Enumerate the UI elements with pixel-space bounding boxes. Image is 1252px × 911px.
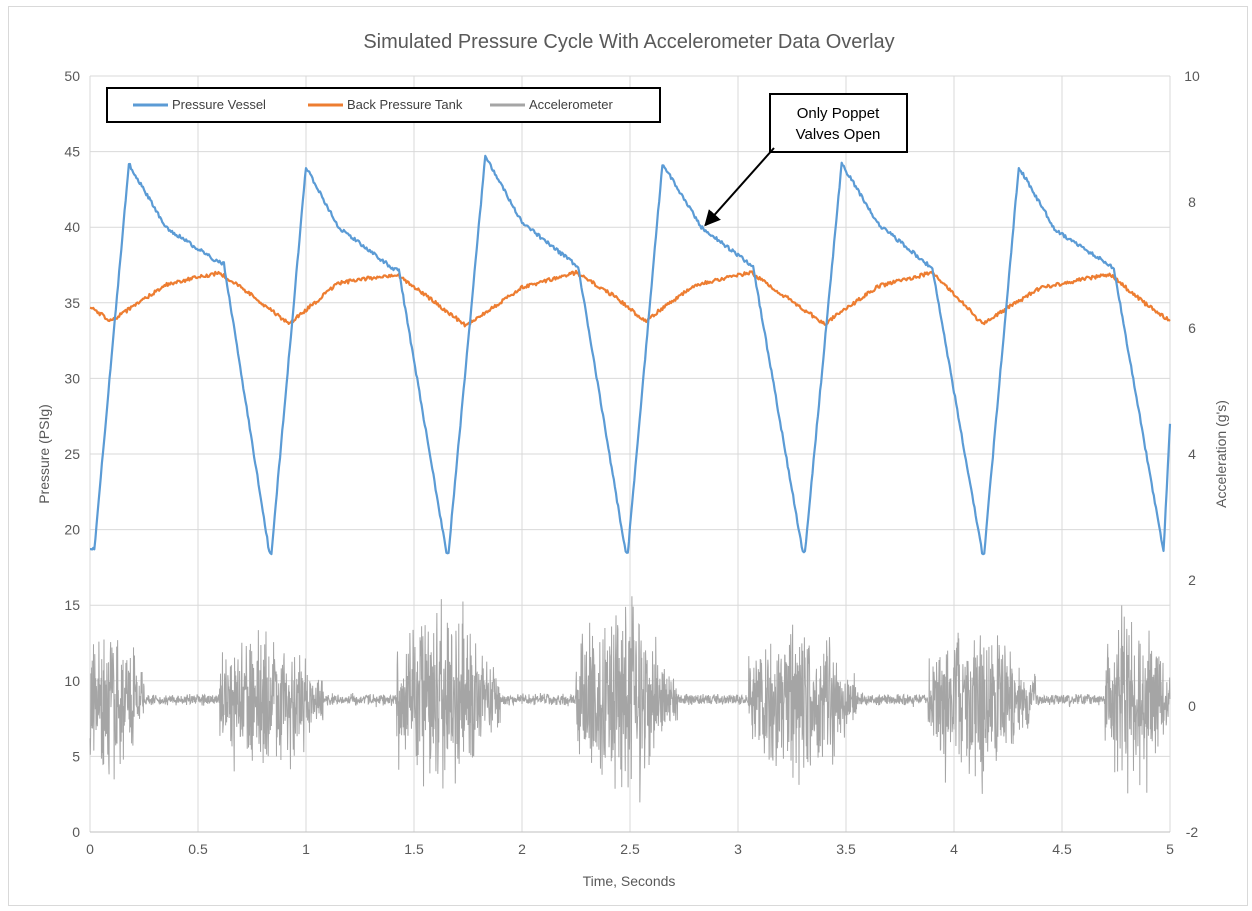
- y-tick-label: 0: [72, 824, 80, 840]
- y-tick-label: 25: [64, 446, 80, 462]
- x-tick-label: 2.5: [620, 841, 640, 857]
- series-pressure-vessel-line: [89, 154, 1172, 556]
- x-tick-label: 0.5: [188, 841, 208, 857]
- x-tick-label: 4: [950, 841, 958, 857]
- annotation-arrow: [704, 147, 775, 227]
- y2-tick-label: 2: [1188, 572, 1196, 588]
- x-tick-label: 5: [1166, 841, 1174, 857]
- x-tick-label: 4.5: [1052, 841, 1072, 857]
- y-axis-title: Pressure (PSIg): [36, 404, 52, 504]
- y2-axis-title: Acceleration (g's): [1213, 400, 1229, 508]
- series-layer: [89, 154, 1172, 803]
- annotation-line-1: Only Poppet: [797, 105, 880, 122]
- legend-label-accelerometer: Accelerometer: [529, 97, 613, 112]
- x-tick-label: 1.5: [404, 841, 424, 857]
- y2-tick-label: 8: [1188, 194, 1196, 210]
- annotation: Only Poppet Valves Open: [704, 93, 908, 227]
- y-tick-label: 10: [64, 673, 80, 689]
- y2-tick-label: -2: [1186, 824, 1199, 840]
- y-tick-label: 15: [64, 597, 80, 613]
- y-tick-label: 30: [64, 370, 80, 386]
- x-tick-label: 3: [734, 841, 742, 857]
- y-tick-label: 35: [64, 295, 80, 311]
- gridlines: [89, 75, 1171, 833]
- legend: Pressure Vessel Back Pressure Tank Accel…: [106, 87, 661, 123]
- x-axis-title: Time, Seconds: [583, 873, 676, 889]
- legend-label-pressure-vessel: Pressure Vessel: [172, 97, 266, 112]
- legend-label-back-pressure-tank: Back Pressure Tank: [347, 97, 463, 112]
- chart-title: Simulated Pressure Cycle With Accelerome…: [363, 31, 894, 53]
- y-tick-label: 40: [64, 219, 80, 235]
- y-tick-label: 5: [72, 748, 80, 764]
- annotation-box: [769, 93, 908, 153]
- y2-tick-label: 10: [1184, 68, 1200, 84]
- y-tick-label: 20: [64, 522, 80, 538]
- y2-tick-label: 4: [1188, 446, 1196, 462]
- x-tick-label: 0: [86, 841, 94, 857]
- x-tick-label: 3.5: [836, 841, 856, 857]
- series-accelerometer-line: [89, 596, 1171, 803]
- legend-box: [106, 87, 661, 123]
- y-tick-label: 45: [64, 144, 80, 160]
- y2-tick-label: 6: [1188, 320, 1196, 336]
- y2-tick-label: 0: [1188, 698, 1196, 714]
- x-tick-label: 2: [518, 841, 526, 857]
- x-tick-label: 1: [302, 841, 310, 857]
- y-tick-label: 50: [64, 68, 80, 84]
- series-back-pressure-tank-line: [89, 269, 1171, 328]
- annotation-line-2: Valves Open: [796, 126, 881, 143]
